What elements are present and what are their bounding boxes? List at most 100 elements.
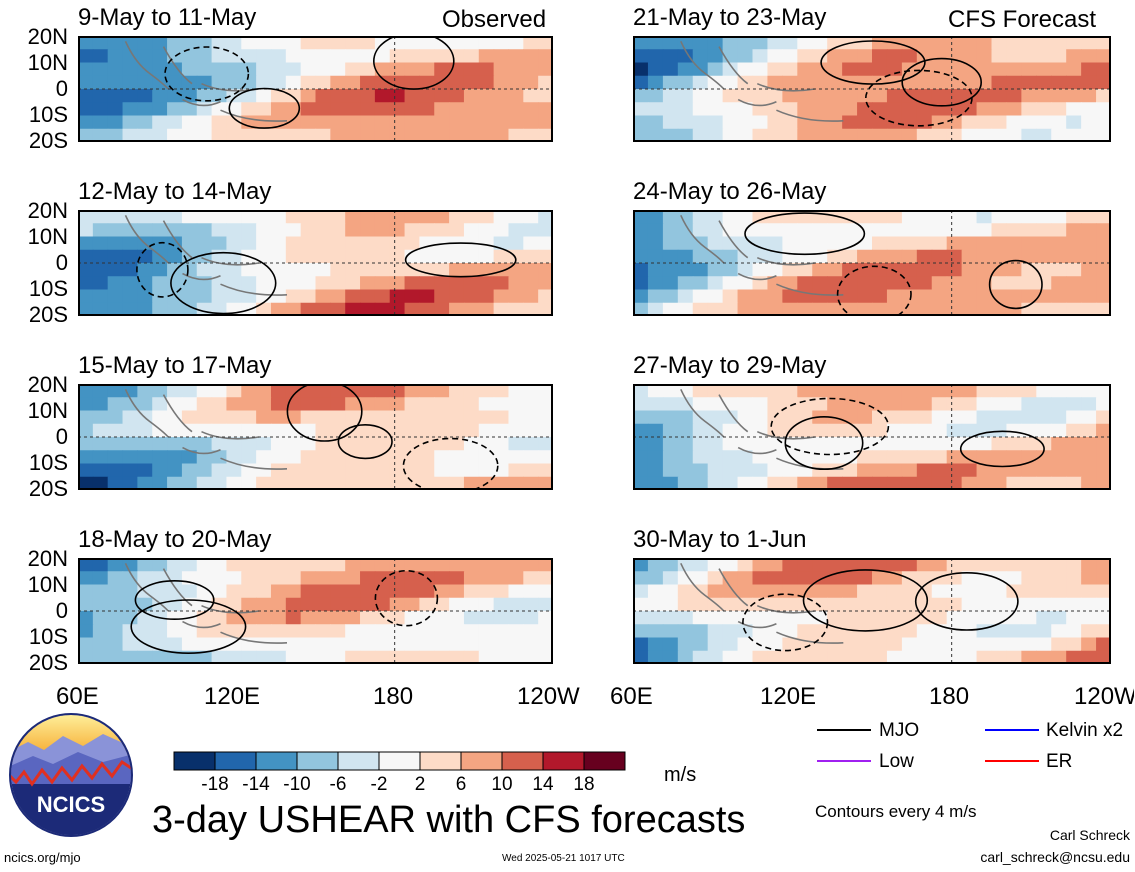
shear-cell	[122, 611, 138, 625]
shear-cell	[538, 397, 553, 412]
shear-cell	[137, 223, 153, 238]
shear-cell	[315, 584, 331, 599]
shear-cell	[419, 210, 435, 224]
shear-cell	[647, 89, 664, 103]
shear-cell	[1096, 210, 1111, 224]
shear-cell	[404, 102, 420, 117]
shear-cell	[434, 384, 450, 398]
shear-cell	[107, 637, 124, 652]
shear-cell	[961, 128, 978, 142]
shear-cell	[345, 597, 361, 612]
colorbar-tick-label: -14	[242, 774, 270, 795]
shear-cell	[976, 384, 993, 398]
shear-cell	[737, 36, 754, 50]
shear-cell	[241, 476, 257, 490]
shear-cell	[285, 650, 302, 664]
shear-cell	[241, 437, 257, 451]
shear-cell	[404, 62, 420, 77]
shear-cell	[662, 223, 679, 238]
footer-email[interactable]: carl_schreck@ncsu.edu	[980, 849, 1130, 865]
shear-cell	[782, 571, 798, 586]
shear-cell	[285, 62, 302, 77]
shear-cell	[78, 89, 94, 103]
shear-cell	[211, 102, 228, 117]
shear-cell	[737, 115, 754, 130]
shear-cell	[463, 36, 480, 50]
shear-cell	[419, 384, 435, 398]
shear-cell	[493, 289, 510, 304]
shear-cell	[315, 624, 331, 639]
shear-cell	[752, 302, 769, 316]
shear-cell	[812, 397, 828, 412]
shear-cell	[1066, 210, 1082, 224]
shear-cell	[78, 236, 94, 251]
shear-cell	[797, 36, 813, 50]
shear-cell	[241, 450, 257, 465]
shear-cell	[270, 624, 287, 639]
shear-cell	[538, 584, 553, 599]
shear-cell	[493, 571, 510, 586]
shear-cell	[241, 62, 257, 77]
shear-cell	[946, 450, 963, 465]
shear-cell	[827, 128, 843, 142]
shear-cell	[360, 36, 376, 50]
shear-cell	[92, 263, 109, 277]
shear-cell	[404, 437, 420, 451]
shear-cell	[1066, 384, 1082, 398]
shear-cell	[523, 289, 539, 304]
shear-cell	[300, 263, 317, 277]
shear-cell	[315, 289, 331, 304]
shear-cell	[107, 611, 124, 625]
shear-cell	[330, 249, 346, 264]
shear-cell	[737, 397, 754, 412]
shear-cell	[782, 624, 798, 639]
shear-cell	[1066, 36, 1082, 50]
shear-cell	[300, 423, 317, 438]
shear-cell	[901, 223, 918, 238]
shear-cell	[107, 289, 124, 304]
shear-cell	[842, 210, 858, 224]
shear-cell	[677, 210, 694, 224]
shear-cell	[345, 276, 361, 291]
shear-cell	[330, 624, 346, 639]
shear-cell	[633, 289, 649, 304]
shear-cell	[463, 128, 480, 142]
shear-cell	[872, 36, 888, 50]
shear-cell	[857, 584, 873, 599]
shear-cell	[137, 128, 153, 142]
shear-cell	[137, 210, 153, 224]
shear-cell	[78, 437, 94, 451]
shear-cell	[827, 62, 843, 77]
shear-cell	[767, 263, 783, 277]
shear-cell	[857, 49, 873, 64]
shear-cell	[633, 75, 649, 90]
shear-cell	[78, 476, 94, 490]
shear-cell	[285, 210, 302, 224]
shear-cell	[419, 397, 435, 412]
shear-cell	[812, 611, 828, 625]
shear-cell	[449, 463, 465, 478]
shear-cell	[931, 476, 948, 490]
shear-cell	[857, 302, 873, 316]
shear-cell	[1051, 249, 1067, 264]
shear-cell	[152, 650, 168, 664]
shear-cell	[167, 558, 183, 572]
footer-url[interactable]: ncics.org/mjo	[4, 850, 81, 865]
shear-cell	[270, 210, 287, 224]
shear-cell	[1081, 249, 1097, 264]
shear-cell	[92, 223, 109, 238]
shear-cell	[226, 276, 242, 291]
shear-cell	[463, 463, 480, 478]
shear-cell	[961, 423, 978, 438]
shear-cell	[1081, 62, 1097, 77]
shear-cell	[181, 410, 198, 425]
shear-cell	[315, 36, 331, 50]
shear-cell	[1066, 89, 1082, 103]
shear-cell	[256, 437, 272, 451]
shear-cell	[137, 450, 153, 465]
shear-cell	[152, 263, 168, 277]
shear-cell	[226, 571, 242, 586]
shear-cell	[241, 276, 257, 291]
shear-cell	[857, 276, 873, 291]
shear-cell	[523, 650, 539, 664]
